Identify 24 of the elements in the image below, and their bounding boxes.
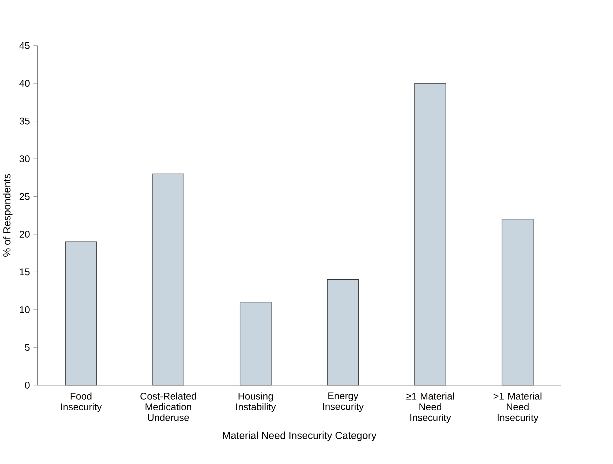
bar [240,302,272,386]
y-tick-label: 15 [20,268,30,276]
x-tick-label: Housing Instability [236,392,276,412]
y-tick-label: 40 [20,80,30,87]
y-tick-label: 10 [20,306,30,314]
bar [65,242,98,386]
x-tick-label: Food Insecurity [61,392,102,412]
x-tick-label: ≥1 Material Need Insecurity [406,392,454,423]
x-tick-label: Cost-Related Medication Underuse [140,392,196,422]
y-tick-label: 30 [20,155,30,162]
y-tick-label: 25 [20,193,30,200]
x-tick-label: >1 Material Need Insecurity [494,392,542,423]
y-tick-label: 0 [25,382,30,389]
y-tick-label: 5 [25,344,30,351]
x-axis-title: Material Need Insecurity Category [223,432,377,442]
y-axis-title: % of Respondents [3,174,13,257]
y-tick-label: 20 [20,230,30,238]
bar [327,279,360,386]
y-tick-label: 45 [20,42,30,50]
x-tick-label: Energy Insecurity [323,392,364,412]
bar [502,218,534,386]
bar [152,174,184,386]
bar [414,83,446,386]
y-tick-label: 35 [20,118,30,125]
